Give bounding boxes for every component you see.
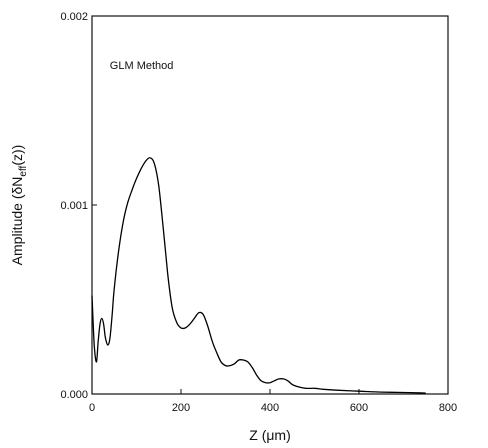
y-tick-label: 0.000: [60, 389, 88, 401]
y-tick-label: 0.001: [60, 200, 88, 212]
axis-ticks: [91, 15, 449, 395]
plot-frame: [91, 15, 449, 395]
tick-labels: 0 200 400 600 800 0.000 0.001 0.002: [60, 11, 457, 414]
y-axis-title-main: Amplitude (δN: [9, 177, 25, 266]
x-tick-label: 0: [89, 402, 95, 414]
x-tick-label: 200: [172, 402, 190, 414]
method-annotation: GLM Method: [110, 60, 174, 72]
y-axis-title: Amplitude (δNeff(z)): [9, 145, 29, 266]
x-tick-label: 600: [350, 402, 368, 414]
y-axis-title-subscript: eff: [18, 165, 29, 176]
series-line-amplitude: [91, 157, 426, 394]
x-axis-title: Z (μm): [249, 427, 291, 443]
y-tick-label: 0.002: [60, 11, 88, 23]
x-tick-label: 800: [439, 402, 457, 414]
x-tick-label: 400: [261, 402, 279, 414]
y-axis-title-tail: (z)): [9, 145, 25, 166]
